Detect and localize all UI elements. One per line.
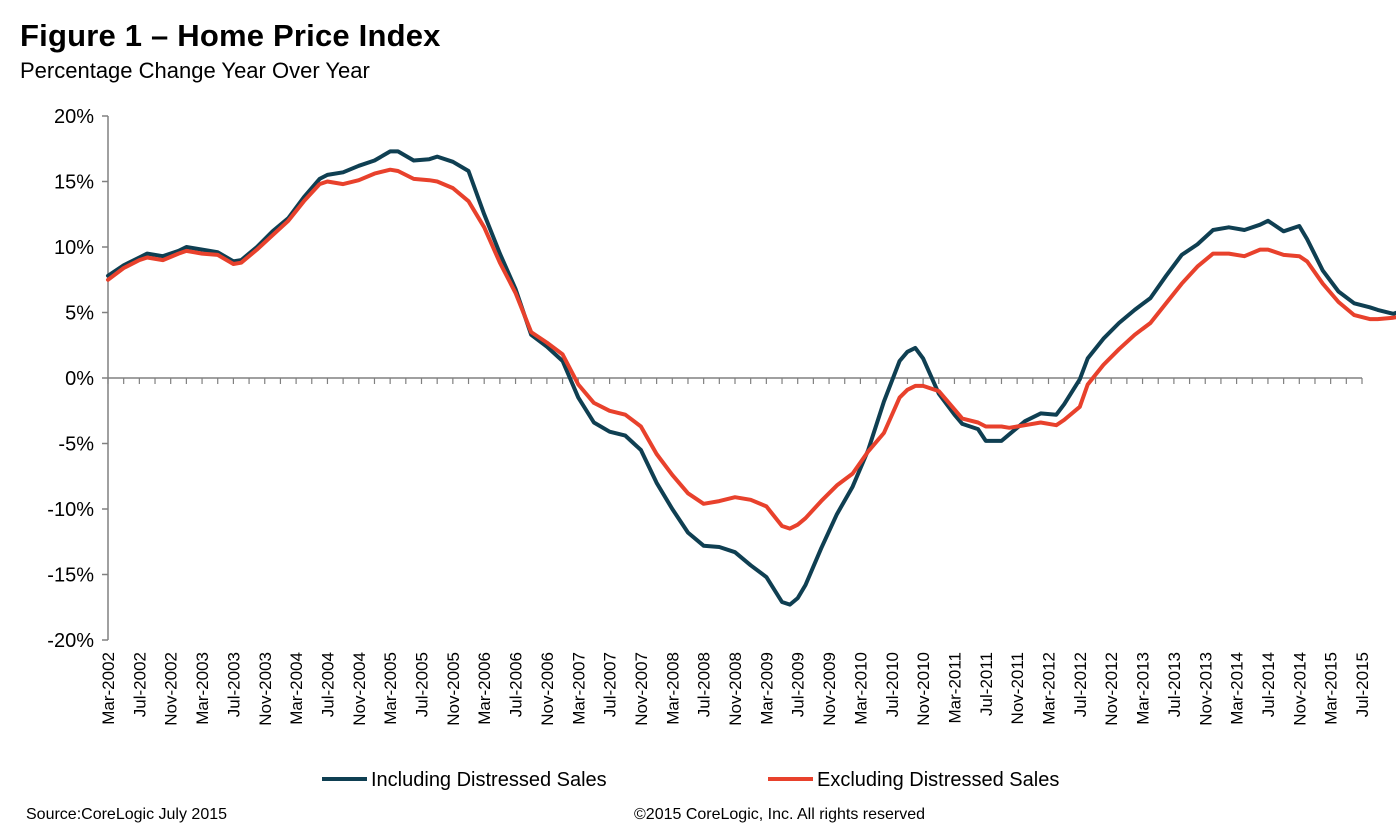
- x-tick-label: Nov-2008: [726, 652, 745, 726]
- y-tick-label: 20%: [54, 106, 94, 128]
- x-tick-label: Mar-2003: [193, 652, 212, 725]
- x-axis: Mar-2002 Jul-2002 Nov-2002 Mar-2003 Jul-2003…: [99, 377, 1372, 726]
- x-tick-label: Nov-2012: [1102, 652, 1121, 726]
- y-tick-label: -5%: [58, 434, 94, 456]
- x-tick-label: Nov-2002: [162, 652, 181, 726]
- x-tick-label: Nov-2004: [350, 652, 369, 726]
- x-tick-label: Jul-2003: [224, 652, 243, 717]
- x-tick-label: Jul-2011: [977, 652, 996, 716]
- x-tick-label: Nov-2010: [914, 652, 933, 726]
- x-tick-label: Nov-2007: [632, 652, 651, 726]
- x-tick-label: Jul-2002: [130, 652, 149, 717]
- y-tick-label: -20%: [47, 630, 94, 652]
- series-line: [106, 149, 1396, 607]
- y-tick-label: 10%: [54, 237, 94, 259]
- x-tick-label: Mar-2010: [851, 652, 870, 725]
- x-tick-label: Mar-2013: [1134, 652, 1153, 725]
- x-tick-label: Jul-2006: [507, 652, 526, 717]
- x-tick-label: Mar-2014: [1228, 652, 1247, 725]
- series-layer: [106, 149, 1396, 607]
- legend-label: Excluding Distressed Sales: [817, 769, 1059, 791]
- source-note: Source:CoreLogic July 2015: [26, 806, 228, 823]
- y-tick-label: -15%: [47, 565, 94, 587]
- x-tick-label: Jul-2007: [601, 652, 620, 717]
- x-tick-label: Nov-2009: [820, 652, 839, 726]
- chart-title: Figure 1 – Home Price Index: [20, 18, 441, 53]
- x-tick-label: Mar-2005: [381, 652, 400, 725]
- x-tick-label: Jul-2008: [695, 652, 714, 717]
- x-tick-label: Nov-2014: [1290, 652, 1309, 726]
- x-tick-label: Mar-2007: [569, 652, 588, 725]
- y-tick-label: 5%: [65, 303, 94, 325]
- y-axis: 20% 15% 10% 5% 0% -5% -10% -15% -20%: [47, 106, 109, 652]
- x-tick-label: Mar-2004: [287, 652, 306, 725]
- x-tick-label: Mar-2015: [1322, 652, 1341, 725]
- x-tick-label: Mar-2008: [663, 652, 682, 725]
- x-tick-label: Jul-2010: [883, 652, 902, 717]
- x-tick-label: Mar-2009: [757, 652, 776, 725]
- legend-label: Including Distressed Sales: [371, 769, 607, 791]
- x-tick-label: Jul-2004: [318, 652, 337, 717]
- y-tick-label: 0%: [65, 368, 94, 390]
- x-tick-label: Nov-2006: [538, 652, 557, 726]
- series-line: [106, 167, 1396, 531]
- x-tick-label: Mar-2012: [1040, 652, 1059, 725]
- x-tick-label: Mar-2011: [945, 652, 964, 724]
- x-tick-label: Nov-2005: [444, 652, 463, 726]
- x-tick-label: Nov-2013: [1196, 652, 1215, 726]
- x-tick-label: Jul-2005: [413, 652, 432, 717]
- x-tick-label: Jul-2014: [1259, 652, 1278, 717]
- chart-subtitle: Percentage Change Year Over Year: [20, 58, 370, 83]
- y-tick-label: 15%: [54, 172, 94, 194]
- x-tick-label: Jul-2013: [1165, 652, 1184, 717]
- x-tick-label: Nov-2003: [256, 652, 275, 726]
- y-tick-label: -10%: [47, 499, 94, 521]
- x-tick-label: Mar-2002: [99, 652, 118, 725]
- copyright-note: ©2015 CoreLogic, Inc. All rights reserve…: [634, 806, 926, 823]
- x-tick-label: Jul-2015: [1353, 652, 1372, 717]
- x-tick-label: Mar-2006: [475, 652, 494, 725]
- x-tick-label: Jul-2009: [789, 652, 808, 717]
- x-tick-label: Jul-2012: [1071, 652, 1090, 717]
- x-tick-label: Nov-2011: [1008, 652, 1027, 724]
- legend: Including Distressed Sales Excluding Dist…: [322, 769, 1059, 791]
